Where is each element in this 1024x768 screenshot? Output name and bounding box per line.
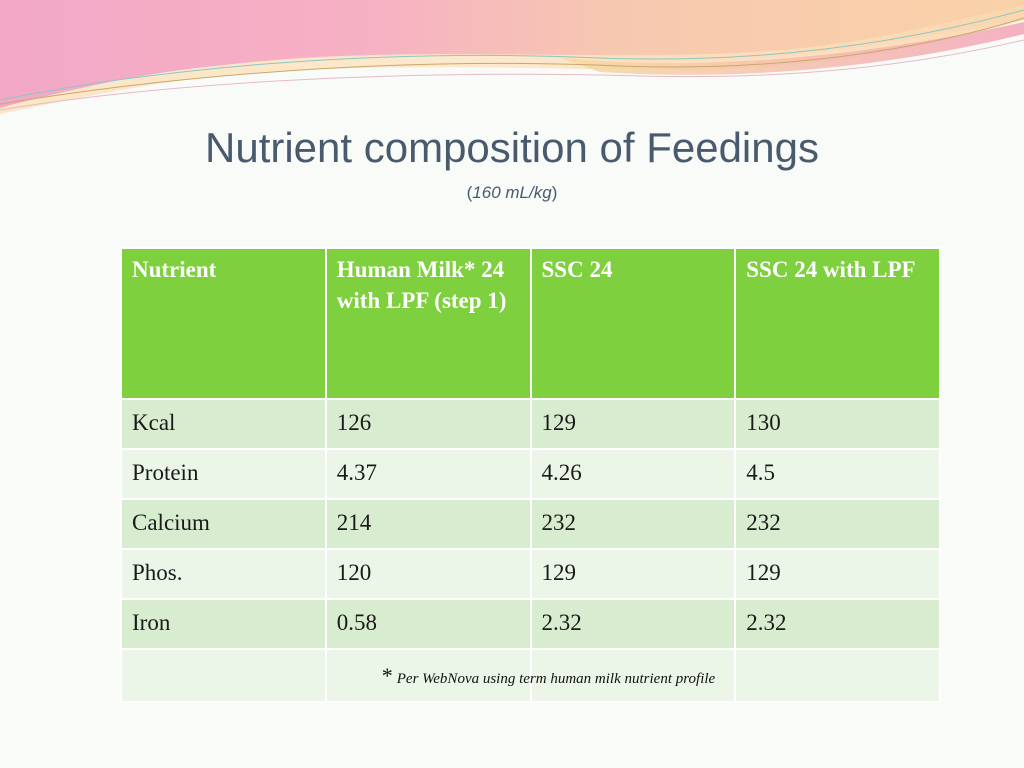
cell-value: 126 [324,398,532,450]
cell-value: 4.26 [529,448,737,500]
table-footnote-row: * Per WebNova using term human milk nutri… [120,648,941,703]
footnote-spacer-cell [529,648,737,703]
header-ssc24-lpf: SSC 24 with LPF [734,247,941,400]
footnote-spacer-cell [734,648,941,703]
subtitle-unit: 160 mL/kg [472,183,552,202]
table-row: Calcium 214 232 232 [120,498,941,550]
subtitle-open-paren: ( [466,183,473,202]
footnote-cell: * Per WebNova using term human milk nutri… [324,648,715,703]
cell-value: 232 [734,498,941,550]
footnote-text: Per WebNova using term human milk nutrie… [396,671,716,687]
header-human-milk: Human Milk* 24 with LPF (step 1) [324,247,532,400]
table-row: Phos. 120 129 129 [120,548,941,600]
cell-value: 130 [734,398,941,450]
slide-subtitle: (160 mL/kg) [0,183,1024,203]
cell-nutrient: Calcium [120,498,327,550]
footnote-marker: * [381,663,393,688]
cell-value: 0.58 [324,598,532,650]
header-ssc24: SSC 24 [529,247,737,400]
cell-value: 2.32 [734,598,941,650]
footnote: * Per WebNova using term human milk nutri… [382,660,715,695]
decorative-wave-banner [0,0,1024,114]
cell-nutrient: Iron [120,598,327,650]
cell-value: 4.5 [734,448,941,500]
table-row: Kcal 126 129 130 [120,398,941,450]
header-nutrient: Nutrient [120,247,327,400]
subtitle-close-paren: ) [551,183,558,202]
cell-nutrient: Kcal [120,398,327,450]
cell-value: 2.32 [529,598,737,650]
cell-value: 129 [529,398,737,450]
table-row: Protein 4.37 4.26 4.5 [120,448,941,500]
cell-value: 4.37 [324,448,532,500]
cell-value: 120 [324,548,532,600]
cell-value: 214 [324,498,532,550]
cell-nutrient: Phos. [120,548,327,600]
table-header-row: Nutrient Human Milk* 24 with LPF (step 1… [120,247,941,400]
cell-nutrient: Protein [120,448,327,500]
footnote-empty-cell [120,648,327,703]
nutrient-table: Nutrient Human Milk* 24 with LPF (step 1… [120,247,941,703]
cell-value: 232 [529,498,737,550]
table-row: Iron 0.58 2.32 2.32 [120,598,941,650]
slide-title: Nutrient composition of Feedings [205,124,819,171]
cell-value: 129 [734,548,941,600]
cell-value: 129 [529,548,737,600]
